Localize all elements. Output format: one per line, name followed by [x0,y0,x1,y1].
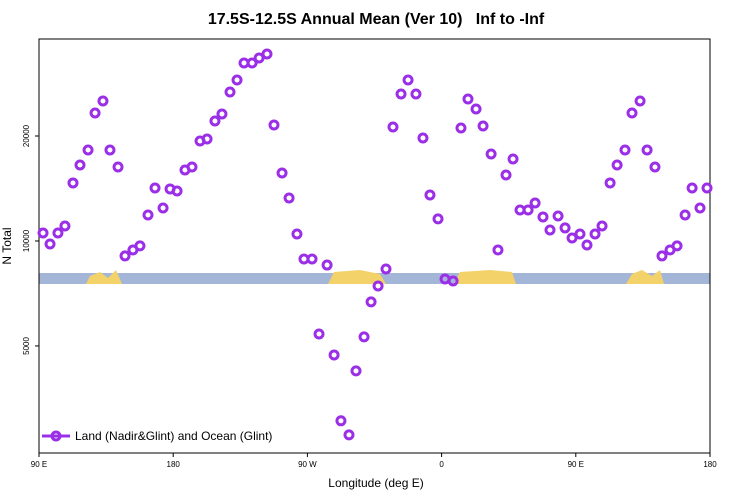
data-point [559,222,571,234]
data-point [97,95,109,107]
data-point [52,227,64,239]
data-point [529,197,541,209]
data-point [500,169,512,181]
data-point [417,132,429,144]
data-point [37,227,49,239]
data-point [522,204,534,216]
data-point [581,239,593,251]
x-axis-label: Longitude (deg E) [328,476,423,490]
data-point [283,192,295,204]
data-point [328,349,340,361]
x-tick-label: 180 [703,460,717,469]
data-point [276,167,288,179]
data-point [410,88,422,100]
data-point [485,148,497,160]
y-axis-label: N Total [0,227,14,264]
data-point [112,161,124,173]
data-point [171,185,183,197]
data-point [246,57,258,69]
y-tick-label: 20000 [22,124,31,147]
data-point [611,159,623,171]
data-point [89,107,101,119]
legend-label: Land (Nadir&Glint) and Ocean (Glint) [75,429,272,443]
x-tick-label: 90 E [568,460,584,469]
data-point [335,415,347,427]
data-point [291,228,303,240]
data-point [679,209,691,221]
data-point [372,280,384,292]
data-point [321,259,333,271]
data-point [492,244,504,256]
data-point [44,238,56,250]
data-point [477,120,489,132]
data-point [402,74,414,86]
plot-frame [38,38,711,454]
data-point [537,211,549,223]
y-tick-label: 5000 [22,337,31,355]
data-point [306,253,318,265]
data-point [157,202,169,214]
data-point [641,144,653,156]
data-point [149,182,161,194]
data-point [462,93,474,105]
y-tick-label: 10000 [22,229,31,252]
x-tick-label: 90 E [31,460,47,469]
data-point [395,88,407,100]
data-point [701,182,713,194]
data-point [343,429,355,441]
data-point [231,74,243,86]
data-point [596,220,608,232]
data-point [268,119,280,131]
data-point [74,159,86,171]
data-point [619,144,631,156]
x-tick-label: 180 [167,460,181,469]
data-point [447,275,459,287]
data-point [59,220,71,232]
data-point [589,228,601,240]
data-point [261,48,273,60]
data-point [634,95,646,107]
data-point [470,103,482,115]
data-point [552,210,564,222]
data-point [142,209,154,221]
data-point [313,328,325,340]
x-tick-label: 90 W [298,460,317,469]
land-ocean-band [39,270,710,284]
data-point [365,296,377,308]
data-point [224,86,236,98]
data-point [566,232,578,244]
data-point [686,182,698,194]
data-point [119,250,131,262]
data-point [350,365,362,377]
data-point [455,122,467,134]
data-point [358,331,370,343]
legend: Land (Nadir&Glint) and Ocean (Glint) [42,429,272,443]
data-point [671,240,683,252]
data-point [67,177,79,189]
data-point [186,161,198,173]
data-point [134,240,146,252]
data-point [209,115,221,127]
data-point [574,228,586,240]
data-point [507,153,519,165]
chart-title: 17.5S-12.5S Annual Mean (Ver 10) Inf to … [208,11,545,28]
data-point [432,213,444,225]
data-point [82,144,94,156]
x-tick-label: 0 [439,460,444,469]
data-point [380,263,392,275]
legend-marker [50,430,62,442]
data-point [604,177,616,189]
data-point [626,107,638,119]
data-point [544,224,556,236]
data-point [656,250,668,262]
data-point [424,189,436,201]
data-point [649,161,661,173]
data-point [387,121,399,133]
data-point [216,108,228,120]
data-point [201,133,213,145]
data-point [694,202,706,214]
data-point [253,52,265,64]
data-point [104,144,116,156]
